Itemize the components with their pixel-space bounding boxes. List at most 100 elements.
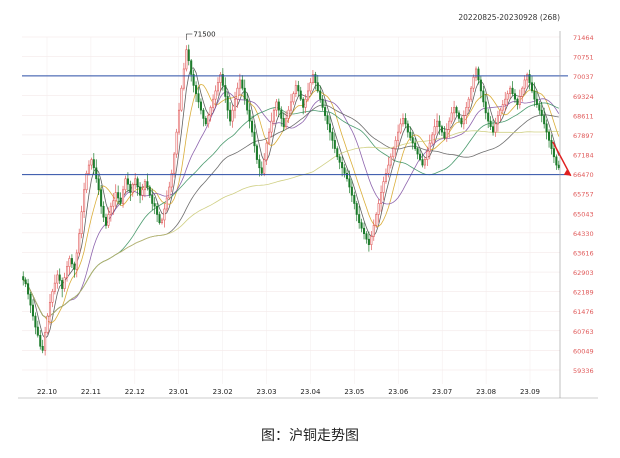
candle-body [433, 126, 436, 136]
candle-body [170, 172, 173, 188]
candle-body [450, 112, 453, 122]
x-tick-label: 23.01 [169, 388, 189, 396]
candle-body [416, 148, 419, 155]
y-tick-label: 62189 [573, 289, 594, 297]
candle-body [375, 214, 378, 226]
candle-body [121, 189, 125, 204]
candle-body [479, 79, 482, 92]
candle-body [272, 109, 275, 122]
candle-body [321, 98, 324, 108]
candle-body [175, 131, 178, 155]
candle-body [46, 315, 49, 333]
candle-body [474, 68, 478, 78]
candle-body [119, 197, 122, 204]
candle-body [501, 104, 504, 111]
candle-body [182, 68, 185, 89]
candle-body [85, 172, 88, 191]
x-tick-label: 22.12 [125, 388, 145, 396]
candle-layer [22, 44, 560, 356]
candle-body [27, 283, 30, 295]
candle-body [370, 236, 373, 245]
candle-body [195, 85, 198, 94]
candle-body [543, 115, 546, 125]
candle-body [363, 227, 366, 235]
candle-body [177, 109, 181, 133]
candle-body [314, 74, 317, 83]
candle-body [214, 90, 217, 100]
candle-body [540, 109, 543, 116]
annotation-label: 71500 [193, 31, 215, 39]
candle-body [165, 197, 168, 210]
candle-body [233, 98, 237, 111]
candle-body [107, 214, 110, 226]
candle-body [421, 159, 424, 166]
candle-body [151, 194, 154, 204]
candle-body [438, 120, 441, 127]
candle-body [538, 104, 541, 111]
candle-body [431, 134, 434, 144]
candle-body [58, 274, 61, 281]
candle-body [455, 107, 458, 114]
y-tick-label: 64330 [573, 230, 594, 238]
candle-body [258, 159, 261, 169]
candle-body [229, 109, 232, 122]
y-tick-label: 70751 [573, 54, 594, 62]
candle-body [489, 120, 492, 127]
candle-body [75, 252, 78, 270]
candle-body [66, 266, 69, 278]
candle-body [102, 205, 105, 218]
candle-body [484, 101, 487, 114]
candle-body [307, 90, 310, 100]
candle-body [83, 189, 86, 213]
x-tick-label: 22.10 [37, 388, 57, 396]
candle-body [226, 96, 229, 111]
x-tick-label: 23.05 [344, 388, 364, 396]
candle-body [78, 233, 81, 254]
candle-body [397, 131, 400, 141]
candle-body [31, 304, 34, 317]
candle-body [197, 93, 200, 103]
candle-body [70, 258, 73, 265]
candle-body [80, 211, 83, 235]
candle-body [504, 98, 507, 105]
candle-body [555, 156, 558, 166]
y-tick-label: 70037 [573, 73, 594, 81]
y-tick-label: 66470 [573, 171, 594, 179]
candle-body [29, 293, 32, 306]
candle-body [68, 258, 71, 267]
candle-body [187, 49, 190, 62]
candle-body [236, 87, 239, 100]
candle-body [22, 276, 25, 281]
candle-body [260, 167, 263, 174]
candle-body [324, 107, 327, 116]
candle-body [302, 98, 305, 108]
candle-body [453, 107, 456, 114]
candle-body [533, 90, 536, 100]
candle-body [477, 68, 480, 81]
candle-body [282, 118, 285, 127]
candle-body [436, 120, 439, 127]
candle-body [255, 145, 258, 160]
candle-body [513, 93, 516, 100]
candle-body [231, 109, 234, 122]
candle-body [63, 277, 66, 289]
candle-body [87, 164, 90, 174]
candle-body [492, 126, 495, 133]
candle-body [418, 153, 422, 160]
candle-body [336, 148, 339, 158]
horizontal-line-layer [22, 75, 568, 176]
candle-body [277, 101, 280, 111]
candle-body [90, 159, 93, 166]
candle-body [358, 214, 361, 224]
candle-body [521, 87, 524, 97]
candle-body [141, 189, 144, 196]
candle-body [348, 178, 351, 188]
candle-body [56, 274, 59, 284]
candle-body [207, 115, 210, 125]
candle-body [372, 225, 375, 237]
candle-body [414, 142, 417, 149]
candle-body [114, 192, 117, 202]
candle-body [248, 109, 251, 122]
